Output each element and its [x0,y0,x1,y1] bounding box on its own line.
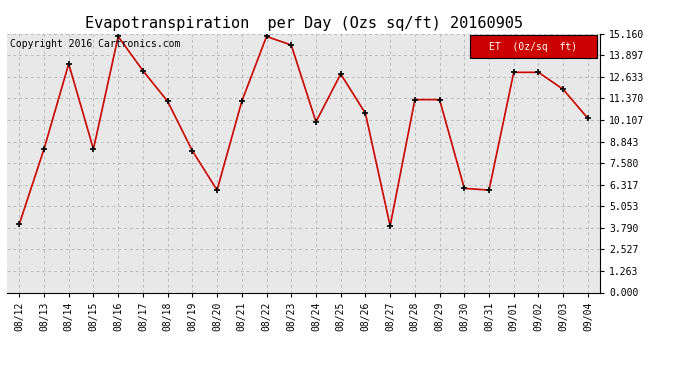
Title: Evapotranspiration  per Day (Ozs sq/ft) 20160905: Evapotranspiration per Day (Ozs sq/ft) 2… [85,16,522,31]
Text: ET  (0z/sq  ft): ET (0z/sq ft) [489,42,578,52]
FancyBboxPatch shape [470,35,598,58]
Text: Copyright 2016 Cartronics.com: Copyright 2016 Cartronics.com [10,39,180,49]
